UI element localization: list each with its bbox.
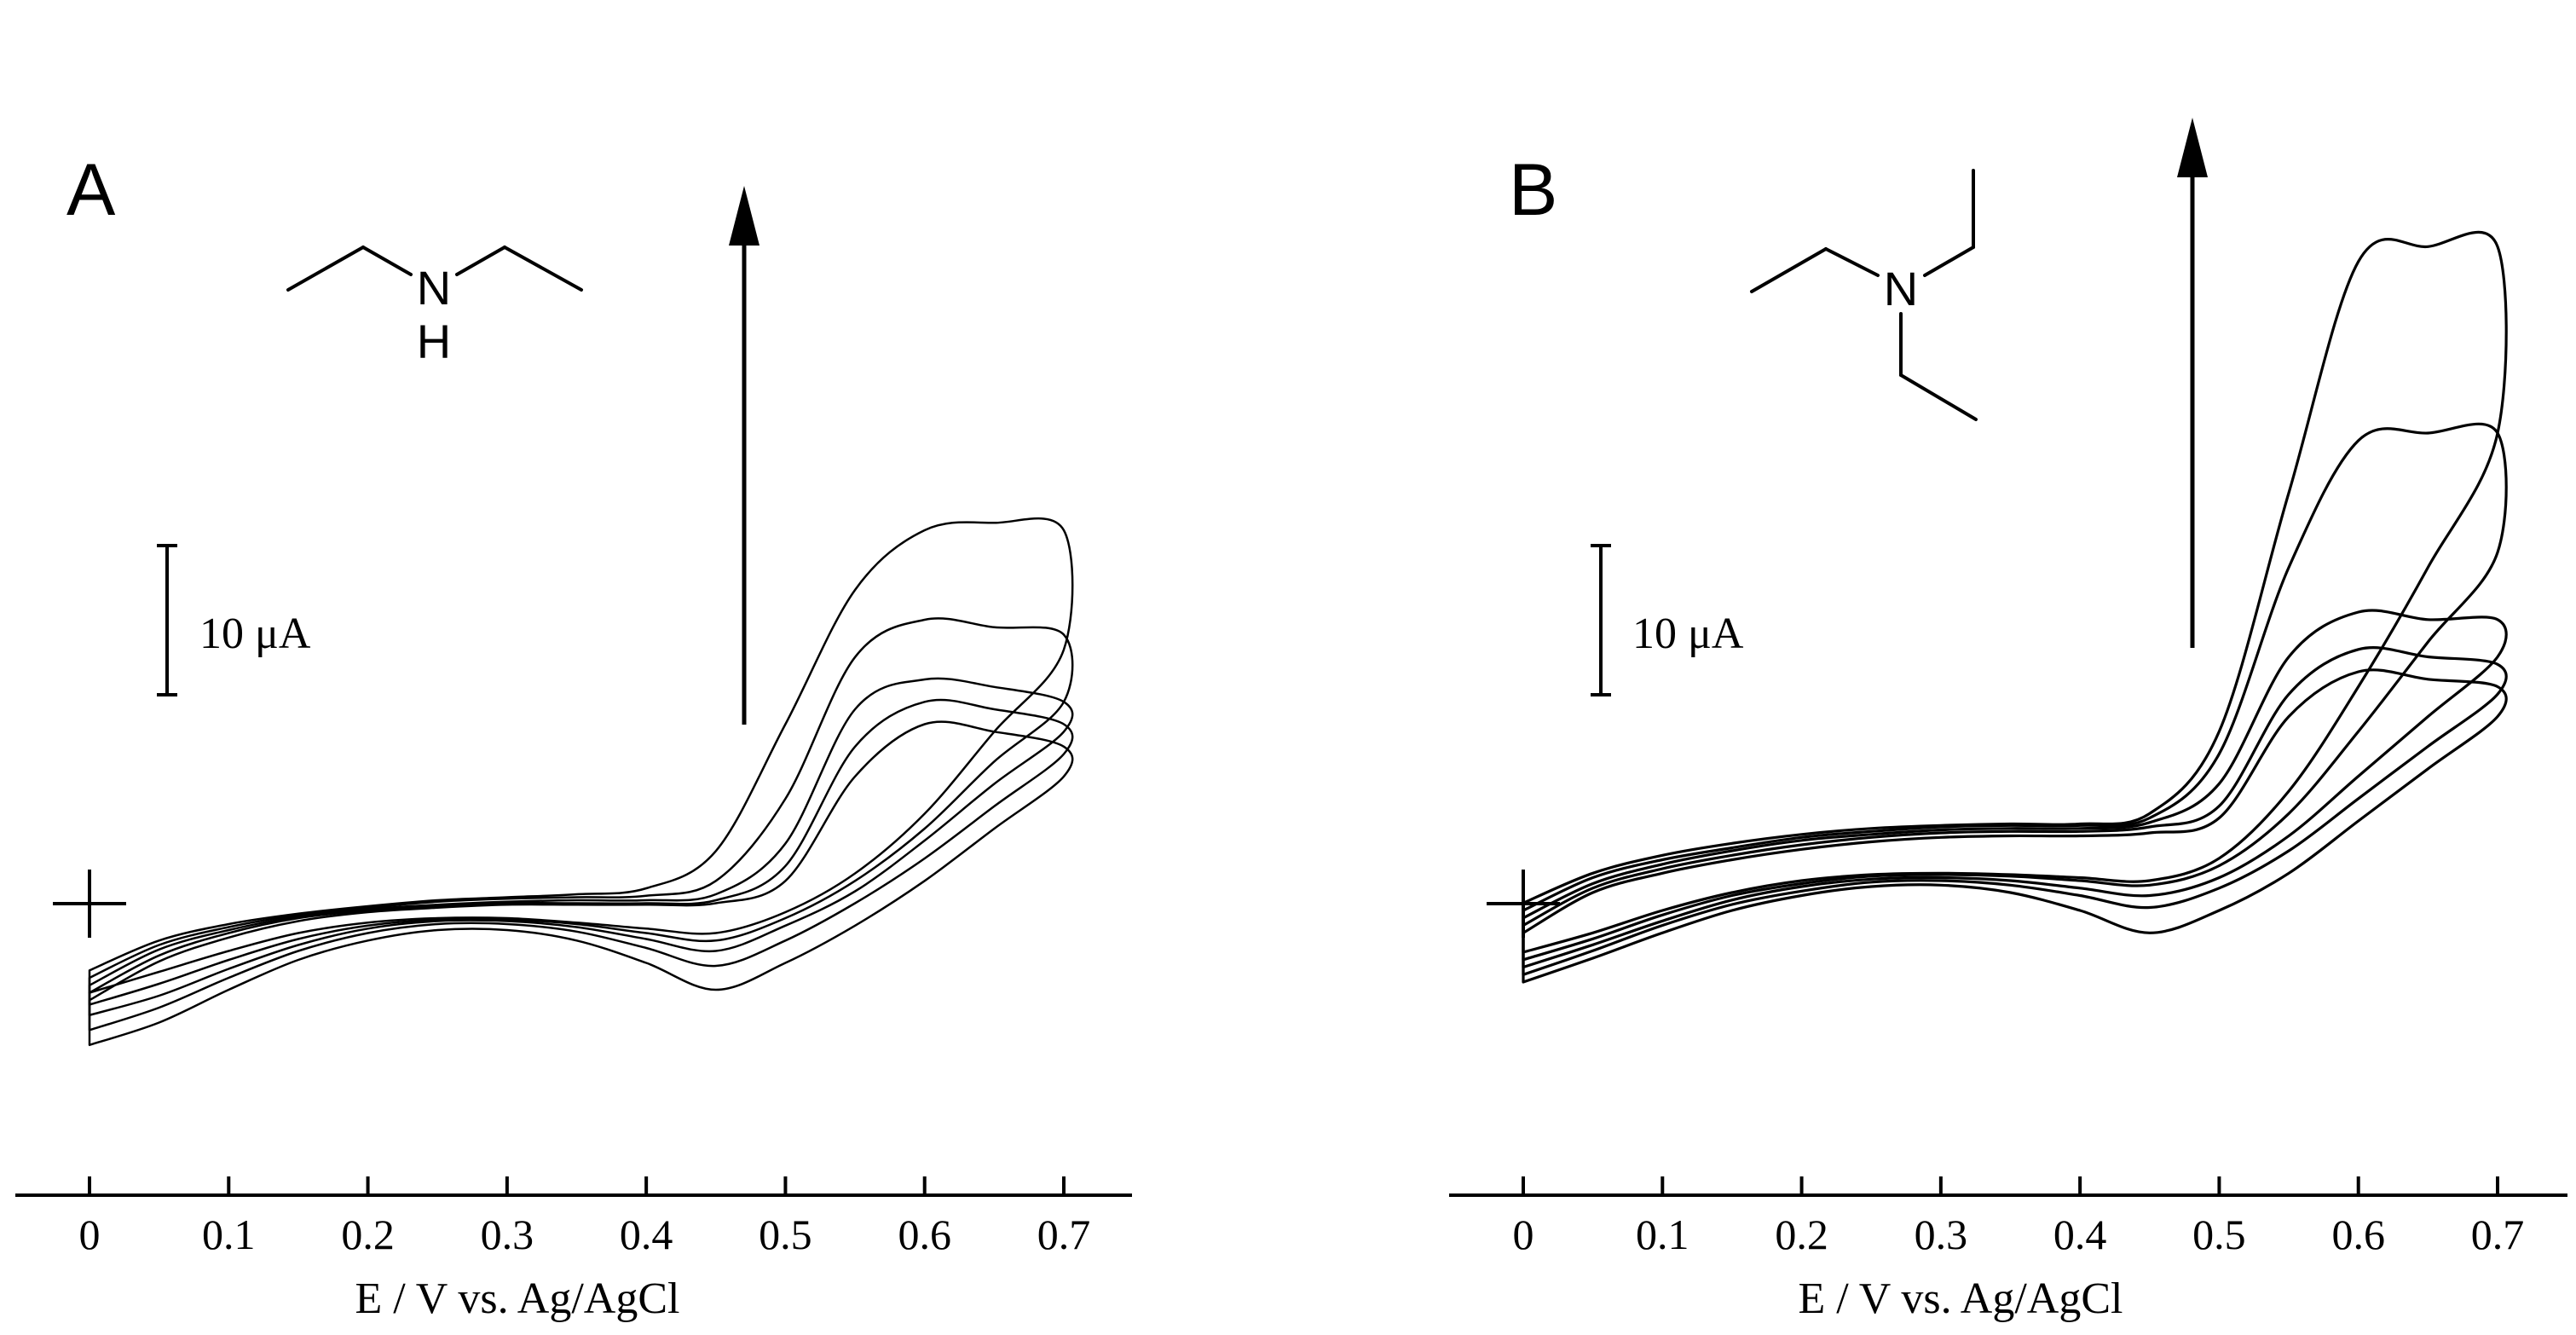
panel-b-nitrogen-atom: N xyxy=(1884,262,1918,315)
panel-b-x-tick-label: 0.3 xyxy=(1915,1211,1968,1258)
panel-a-x-axis-title: E / V vs. Ag/AgCl xyxy=(355,1274,680,1323)
panel-a-scale-bar: 10 μA xyxy=(157,544,311,696)
panel-b-bond xyxy=(1899,373,1978,421)
panel-b-cv-series-1 xyxy=(1522,230,2508,954)
panel-a-bond xyxy=(361,246,413,276)
panel-a-trend-arrow xyxy=(729,186,760,725)
panel-b-x-tick-label: 0.6 xyxy=(2331,1211,2385,1258)
panel-a-plot-area xyxy=(88,517,1074,1047)
panel-b-molecule: N xyxy=(1750,169,1978,421)
panel-b-x-axis: 0 0.1 0.2 0.3 0.4 0.5 0.6 0.7 xyxy=(1449,1176,2567,1258)
panel-b-cv-series-5 xyxy=(1522,668,2508,984)
panel-b-bond xyxy=(1923,246,1975,277)
panel-b-cv-series-2 xyxy=(1522,422,2508,962)
panel-b-bond xyxy=(1750,247,1828,293)
panel-a-bond xyxy=(503,246,583,292)
panel-a-cv-series-3 xyxy=(88,677,1074,1017)
panel-b: B N 10 μA xyxy=(1449,118,2567,1323)
panel-b-x-tick-label: 0.7 xyxy=(2471,1211,2525,1258)
panel-a-x-tick-label: 0.3 xyxy=(481,1211,534,1258)
panel-a-x-tick-label: 0.1 xyxy=(202,1211,256,1258)
panel-a-label: A xyxy=(66,149,116,231)
panel-b-plot-area xyxy=(1522,230,2508,984)
panel-b-label: B xyxy=(1509,149,1557,231)
panel-a-scale-bar-label: 10 μA xyxy=(199,610,311,658)
panel-a-cv-series-4 xyxy=(88,698,1074,1032)
panel-b-x-tick-label: 0.4 xyxy=(2053,1211,2107,1258)
panel-b-x-tick-label: 0.5 xyxy=(2192,1211,2246,1258)
panel-a-hydrogen-atom: H xyxy=(417,315,451,368)
panel-b-cv-series-3 xyxy=(1522,609,2508,969)
panel-a-origin-marker xyxy=(53,870,126,938)
panel-b-x-tick-label: 0.1 xyxy=(1636,1211,1689,1258)
panel-a-x-tick-label: 0 xyxy=(79,1211,101,1258)
panel-b-x-tick-label: 0.2 xyxy=(1775,1211,1828,1258)
panel-b-trend-arrow xyxy=(2177,118,2208,648)
panel-a-x-tick-label: 0.2 xyxy=(341,1211,395,1258)
panel-a-cv-series-1 xyxy=(88,517,1074,994)
panel-a-x-tick-label: 0.4 xyxy=(620,1211,673,1258)
panel-a-bond xyxy=(286,246,365,292)
panel-b-x-axis-title: E / V vs. Ag/AgCl xyxy=(1799,1274,2123,1323)
panel-a-cv-series-5 xyxy=(88,720,1074,1047)
panel-a-molecule: N H xyxy=(286,246,583,368)
panel-a-cv-series-2 xyxy=(88,617,1074,1006)
panel-a-nitrogen-atom: N xyxy=(417,261,451,315)
panel-a: A N H 10 μA xyxy=(15,149,1132,1323)
panel-b-x-tick-label: 0 xyxy=(1513,1211,1534,1258)
panel-b-bond xyxy=(1824,247,1880,277)
panel-b-cv-series-4 xyxy=(1522,646,2508,976)
panel-a-x-axis: 0 0.1 0.2 0.3 0.4 0.5 0.6 0.7 xyxy=(15,1176,1132,1258)
panel-b-scale-bar: 10 μA xyxy=(1591,544,1744,696)
panel-b-scale-bar-label: 10 μA xyxy=(1632,610,1744,658)
panel-a-x-tick-label: 0.6 xyxy=(898,1211,951,1258)
panel-a-x-tick-label: 0.7 xyxy=(1037,1211,1091,1258)
panel-a-x-tick-label: 0.5 xyxy=(759,1211,812,1258)
panel-a-bond xyxy=(455,246,506,276)
